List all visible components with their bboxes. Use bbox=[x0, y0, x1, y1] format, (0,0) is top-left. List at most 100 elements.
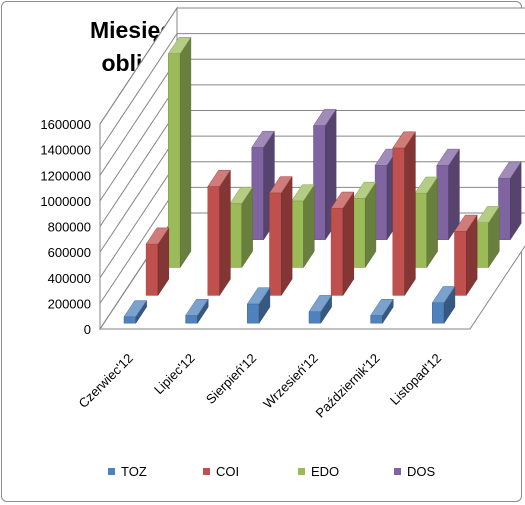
y-tick-label: 800000 bbox=[48, 220, 91, 235]
bar-coi bbox=[454, 214, 478, 297]
bar-side-face bbox=[179, 36, 192, 269]
x-tick-label: Sierpień'12 bbox=[203, 351, 259, 407]
y-tick-label: 600000 bbox=[48, 245, 91, 260]
bar-front-face bbox=[392, 147, 405, 296]
bar-front-face bbox=[185, 315, 198, 324]
bar-coi bbox=[145, 227, 170, 297]
bar-edo bbox=[229, 186, 254, 269]
bar-top-face bbox=[145, 227, 170, 245]
bar-front-face bbox=[353, 198, 366, 268]
bar-top-face bbox=[313, 109, 337, 126]
bar-front-face bbox=[251, 147, 264, 240]
x-tick-label: Listopad'12 bbox=[387, 351, 444, 408]
bar-front-face bbox=[374, 165, 388, 240]
bar-top-face bbox=[308, 295, 333, 312]
bar-top-face bbox=[370, 299, 394, 316]
x-tick-label: Lipiec'12 bbox=[151, 351, 198, 398]
bar-front-face bbox=[229, 203, 243, 268]
bar-front-face bbox=[432, 302, 445, 324]
bar-top-face bbox=[229, 186, 254, 204]
bars bbox=[123, 36, 522, 325]
bar-side-face bbox=[281, 175, 293, 297]
bar-top-face bbox=[454, 214, 478, 232]
bar-coi bbox=[269, 175, 293, 297]
y-tick-label: 200000 bbox=[48, 296, 91, 311]
bar-front-face bbox=[291, 200, 304, 268]
bar-front-face bbox=[269, 192, 282, 296]
bar-top-face bbox=[431, 286, 456, 303]
bar-edo bbox=[476, 205, 500, 269]
legend: TOZ COI EDO DOS bbox=[108, 464, 436, 479]
bar-edo bbox=[291, 183, 315, 269]
gridline bbox=[99, 33, 525, 150]
x-tick-label: Październik'12 bbox=[312, 351, 382, 421]
bar-coi bbox=[330, 191, 355, 297]
bar-front-face bbox=[414, 192, 428, 268]
bar-front-face bbox=[476, 222, 489, 268]
gridline bbox=[99, 7, 525, 125]
bar-top-face bbox=[392, 131, 416, 149]
bar-side-face bbox=[342, 191, 355, 297]
bar-top-face bbox=[123, 300, 148, 318]
bar-side-face bbox=[404, 130, 416, 297]
x-axis-labels: Czerwiec'12 Lipiec'12 Sierpień'12 Wrzesień'… bbox=[76, 351, 445, 421]
bar-top-face bbox=[436, 148, 460, 166]
bar-toz bbox=[308, 294, 333, 325]
bar-front-face bbox=[168, 53, 181, 268]
bar-toz bbox=[185, 298, 209, 325]
legend-label: TOZ bbox=[121, 464, 147, 479]
bar-top-face bbox=[207, 169, 231, 187]
bar-front-face bbox=[454, 231, 467, 296]
legend-swatch bbox=[298, 468, 305, 475]
bar-toz bbox=[431, 285, 456, 325]
bar-top-face bbox=[476, 206, 500, 223]
bar-front-face bbox=[313, 125, 326, 240]
bar-front-face bbox=[330, 207, 344, 296]
bar-front-face bbox=[308, 311, 322, 324]
bar-edo bbox=[167, 36, 192, 269]
bar-dos bbox=[436, 148, 460, 241]
bar-coi bbox=[392, 130, 416, 297]
bar-front-face bbox=[207, 186, 220, 296]
legend-label: COI bbox=[216, 464, 239, 479]
y-tick-label: 1400000 bbox=[40, 143, 91, 158]
bar-top-face bbox=[498, 161, 522, 179]
y-tick-label: 1000000 bbox=[40, 194, 91, 209]
bar-side-face bbox=[219, 169, 231, 297]
y-tick-label: 1600000 bbox=[40, 117, 91, 132]
bar-front-face bbox=[145, 243, 159, 296]
y-tick-label: 400000 bbox=[48, 271, 91, 286]
legend-swatch bbox=[203, 468, 210, 475]
bar-top-face bbox=[269, 176, 293, 194]
legend-swatch bbox=[108, 468, 115, 475]
x-tick-label: Czerwiec'12 bbox=[76, 351, 136, 411]
bar-top-face bbox=[246, 287, 271, 305]
bar-toz bbox=[370, 298, 394, 325]
y-tick-label: 1200000 bbox=[40, 168, 91, 183]
bar-front-face bbox=[436, 165, 449, 240]
bar-coi bbox=[207, 169, 231, 297]
bar-toz bbox=[246, 286, 271, 325]
bar-front-face bbox=[247, 303, 260, 324]
legend-label: DOS bbox=[407, 464, 436, 479]
bar-edo bbox=[414, 176, 439, 269]
bar-front-face bbox=[123, 316, 137, 324]
legend-label: EDO bbox=[311, 464, 339, 479]
bar-top-face bbox=[330, 191, 355, 209]
bar-front-face bbox=[498, 177, 511, 240]
bar-top-face bbox=[185, 299, 209, 316]
bar-front-face bbox=[370, 315, 383, 324]
bar-top-face bbox=[291, 184, 315, 202]
bar-edo bbox=[352, 181, 377, 269]
y-tick-label: 0 bbox=[84, 322, 91, 337]
bar-dos bbox=[498, 161, 522, 241]
bar-toz bbox=[123, 299, 148, 325]
y-axis-ticks: 0 200000 400000 600000 800000 1000000 1200000 1… bbox=[40, 117, 91, 337]
x-tick-label: Wrzesień'12 bbox=[260, 351, 321, 412]
bar-top-face bbox=[251, 130, 275, 148]
bar-top-face bbox=[352, 181, 377, 199]
bar-top-face bbox=[414, 176, 439, 194]
bar-top-face bbox=[167, 37, 192, 54]
legend-swatch bbox=[394, 468, 401, 475]
